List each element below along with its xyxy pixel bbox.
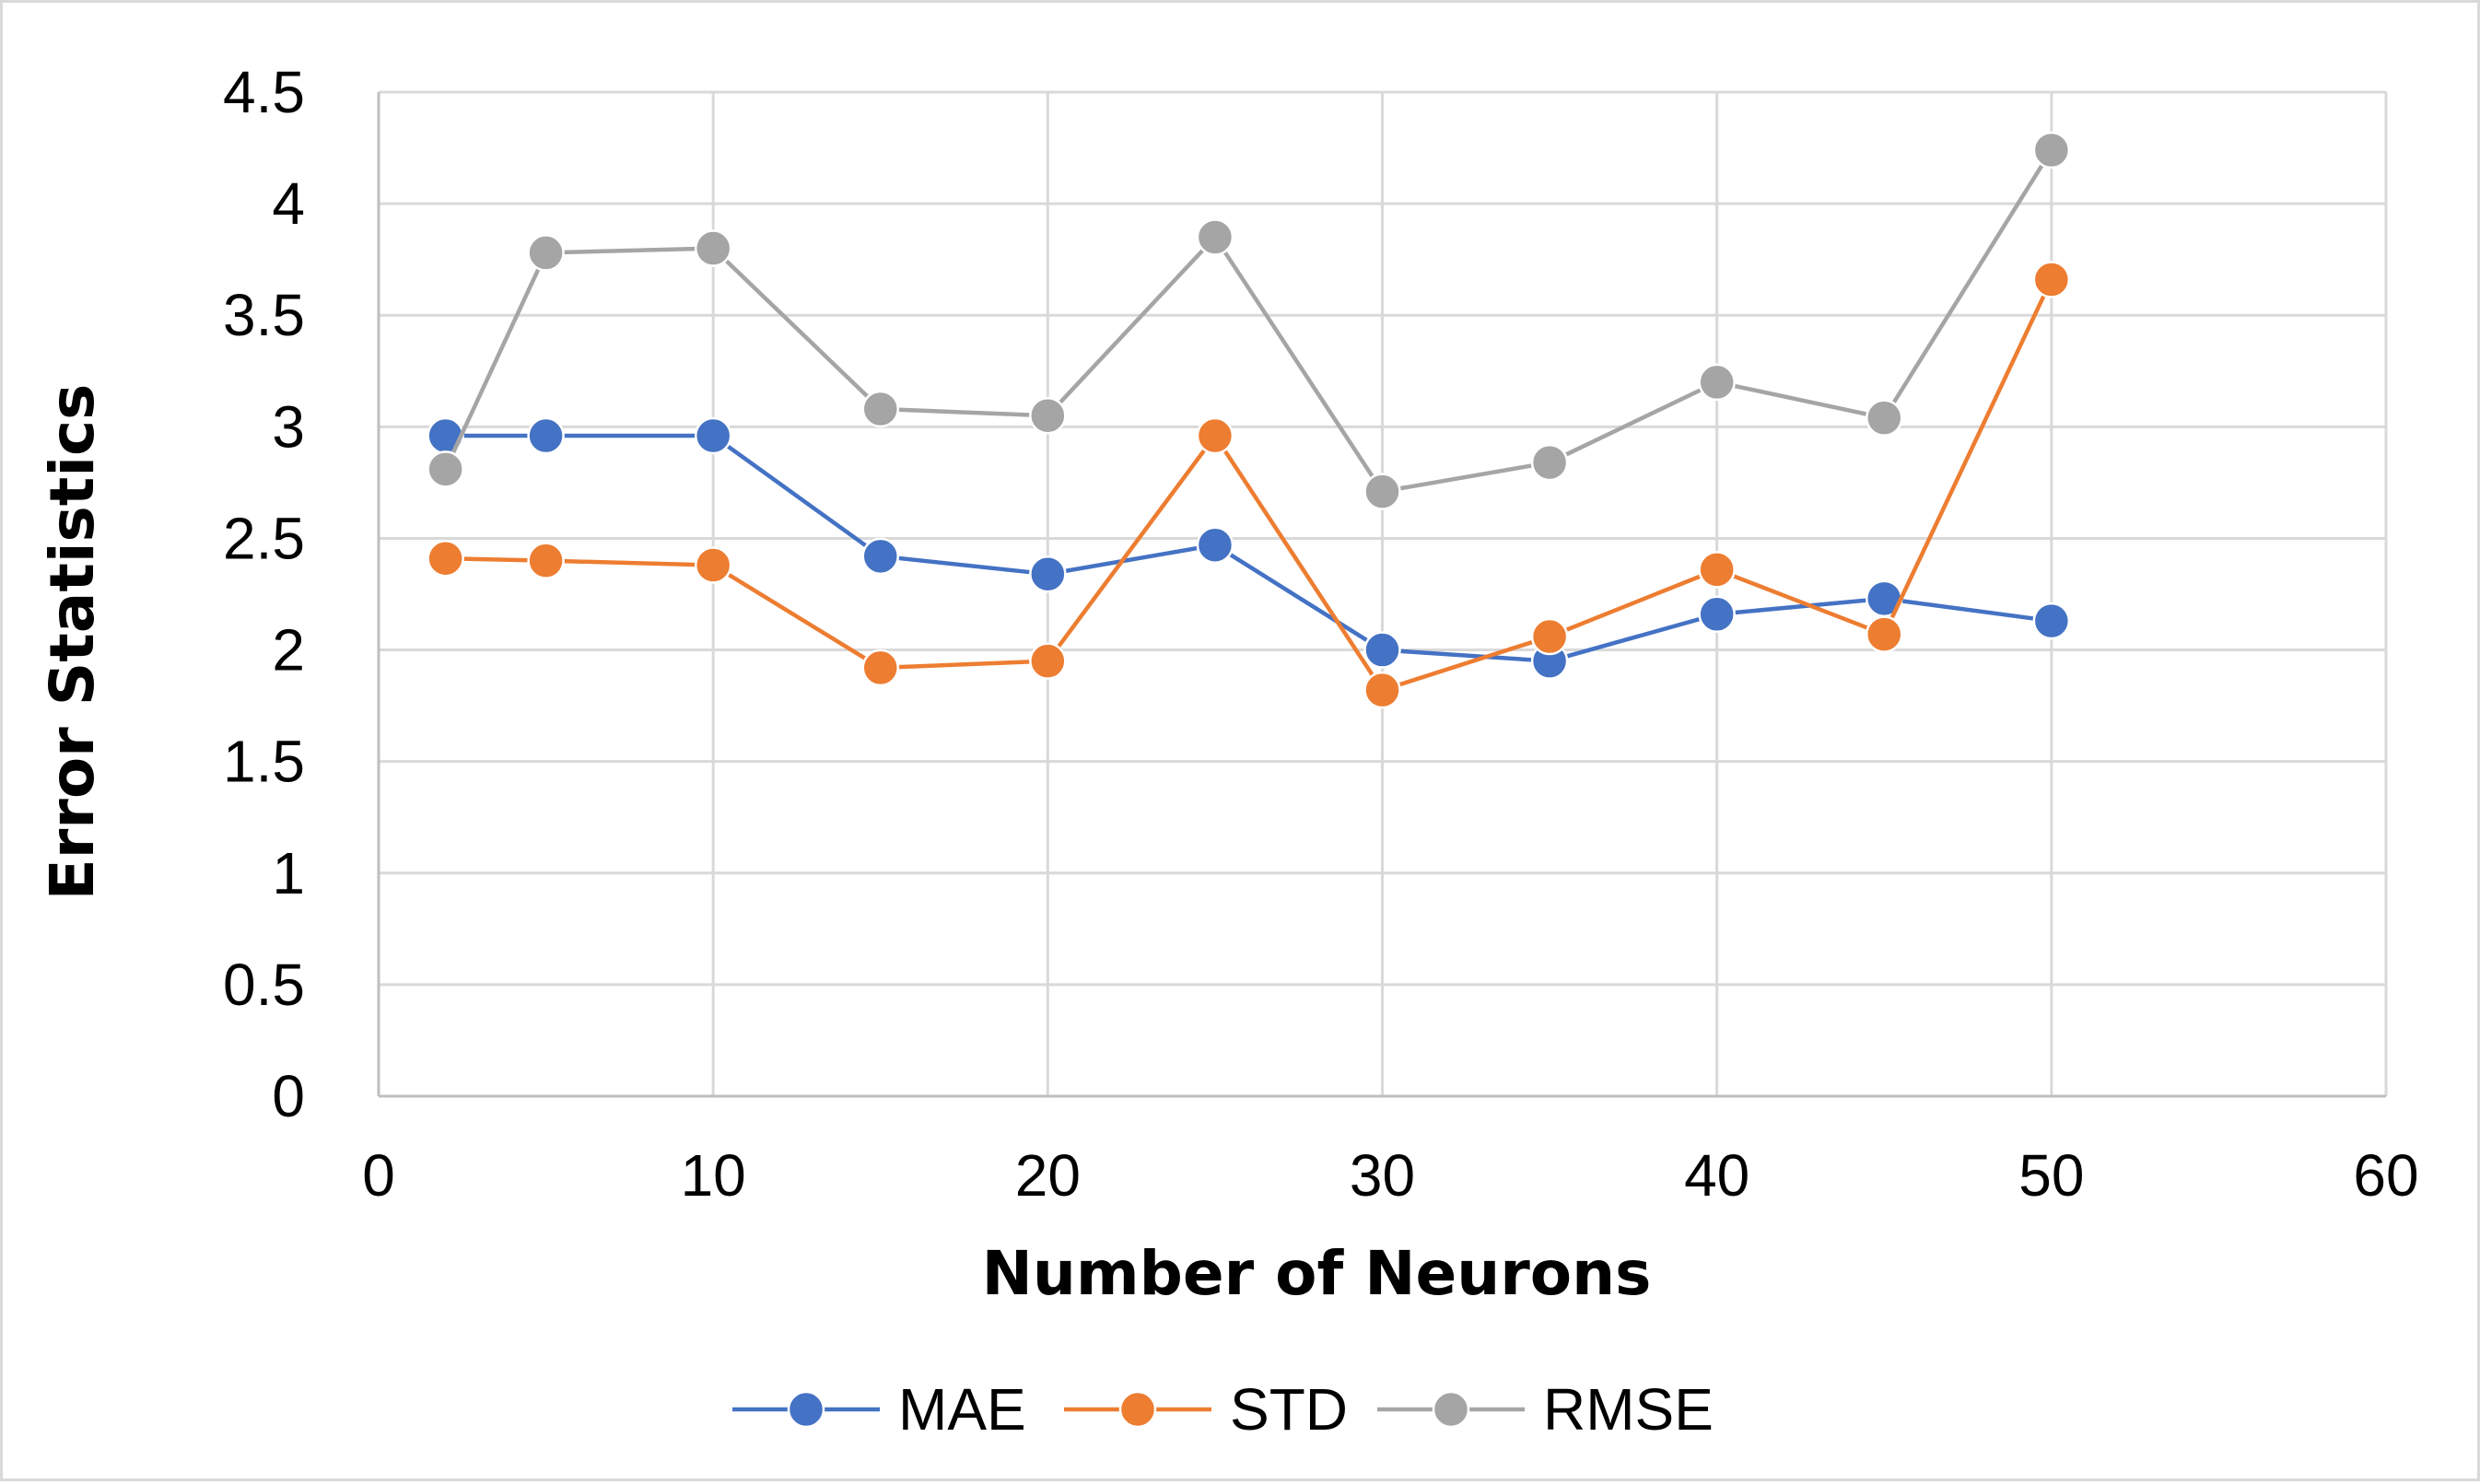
- data-point-rmse: [427, 450, 464, 488]
- data-point-mae: [694, 416, 732, 455]
- legend-item-std: STD: [1064, 1376, 1348, 1443]
- legend-marker-rmse: [1432, 1390, 1470, 1429]
- data-point-rmse: [861, 390, 899, 428]
- y-tick-label: 2.5: [223, 505, 305, 571]
- data-point-mae: [2032, 602, 2071, 640]
- y-tick-label: 1.5: [223, 729, 305, 795]
- legend-marker-mae: [787, 1390, 825, 1429]
- data-point-mae: [861, 537, 899, 576]
- data-point-rmse: [527, 234, 565, 272]
- data-point-mae: [527, 416, 565, 455]
- series: [427, 131, 2071, 709]
- data-point-mae: [1029, 555, 1067, 593]
- series-line-mae: [445, 433, 2053, 663]
- data-point-std: [427, 539, 464, 578]
- data-point-rmse: [1196, 218, 1234, 256]
- x-axis-title: Number of Neurons: [982, 1238, 1652, 1309]
- data-point-mae: [1196, 526, 1234, 564]
- data-point-std: [1196, 416, 1234, 455]
- data-point-std: [1029, 642, 1067, 680]
- legend-item-rmse: RMSE: [1377, 1376, 1714, 1443]
- data-point-rmse: [694, 229, 732, 267]
- y-tick-label: 1: [272, 840, 305, 906]
- data-point-std: [1866, 615, 1903, 653]
- tick-labels: 0 0.5 1 1.5 2 2.5 3 3.5 4 4.5 0 10 20 30 40 50 60: [223, 59, 2419, 1209]
- data-point-std: [1530, 617, 1569, 656]
- data-point-std: [861, 649, 899, 687]
- x-tick-label: 0: [362, 1142, 395, 1209]
- x-tick-label: 40: [1684, 1142, 1749, 1209]
- data-point-mae: [1698, 595, 1736, 634]
- legend-marker-std: [1118, 1390, 1157, 1429]
- axes: [377, 92, 2386, 1098]
- series-mae: [427, 416, 2071, 680]
- legend-label-rmse: RMSE: [1543, 1376, 1714, 1443]
- x-tick-label: 30: [1350, 1142, 1415, 1209]
- data-point-std: [1698, 551, 1736, 589]
- legend-label-mae: MAE: [898, 1376, 1026, 1443]
- grid: [379, 90, 2388, 1096]
- data-point-rmse: [1029, 396, 1067, 435]
- y-axis-title: Error Statistics: [37, 384, 108, 901]
- series-rmse: [427, 131, 2071, 510]
- series-line-rmse: [443, 148, 2053, 494]
- data-point-rmse: [1363, 473, 1401, 510]
- data-point-std: [527, 542, 565, 579]
- data-point-std: [694, 546, 732, 584]
- legend-item-mae: MAE: [732, 1376, 1026, 1443]
- y-tick-label: 4.5: [223, 59, 305, 125]
- data-point-std: [2032, 261, 2071, 298]
- line-chart: 0 0.5 1 1.5 2 2.5 3 3.5 4 4.5 0 10 20 30 40 50 60 Number…: [37, 59, 2419, 1443]
- legend: MAE STD RMSE: [732, 1376, 1714, 1443]
- data-point-rmse: [2032, 131, 2071, 169]
- y-tick-label: 0: [272, 1063, 305, 1129]
- y-tick-label: 2: [272, 617, 305, 684]
- data-point-rmse: [1866, 399, 1903, 437]
- y-tick-label: 0.5: [223, 952, 305, 1018]
- series-std: [427, 261, 2071, 709]
- legend-label-std: STD: [1230, 1376, 1348, 1443]
- y-tick-label: 4: [272, 170, 305, 237]
- data-point-mae: [427, 416, 464, 455]
- data-point-mae: [1363, 631, 1401, 669]
- series-line-std: [445, 278, 2053, 693]
- data-point-rmse: [1698, 363, 1736, 402]
- x-tick-label: 10: [681, 1142, 746, 1209]
- data-point-rmse: [1530, 443, 1569, 482]
- data-point-std: [1363, 671, 1401, 709]
- x-tick-label: 60: [2353, 1142, 2418, 1209]
- y-tick-label: 3.5: [223, 282, 305, 348]
- y-tick-label: 3: [272, 393, 305, 460]
- x-tick-label: 20: [1015, 1142, 1081, 1209]
- x-tick-label: 50: [2018, 1142, 2084, 1209]
